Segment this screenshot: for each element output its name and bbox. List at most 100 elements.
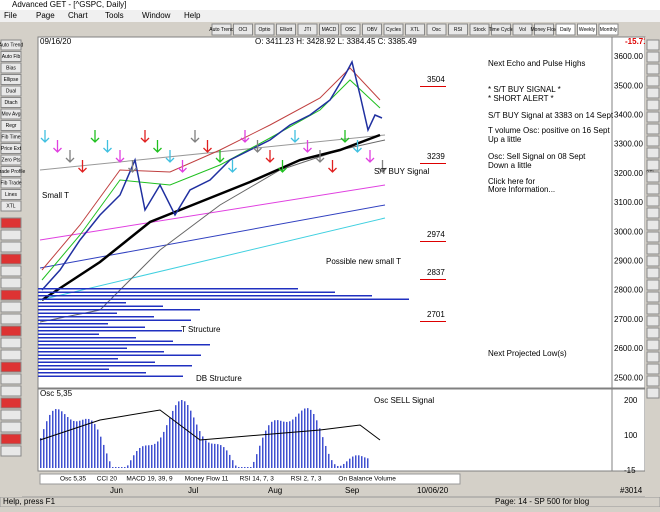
tool-button[interactable] xyxy=(0,108,22,120)
menu-item[interactable]: File xyxy=(4,11,17,20)
tab[interactable]: Osc 5,35 xyxy=(60,476,86,483)
toolbar-button[interactable] xyxy=(319,23,339,36)
tool-button[interactable] xyxy=(0,97,22,108)
tool-icon[interactable] xyxy=(646,75,660,87)
tab[interactable]: MACD 19, 39, 9 xyxy=(126,476,173,483)
tab[interactable]: RSI 14, 7, 3 xyxy=(240,476,275,483)
toolbar-label: Cycles xyxy=(386,27,402,33)
tool-icon[interactable] xyxy=(646,339,660,351)
tool-icon[interactable] xyxy=(0,217,22,229)
tool-icon[interactable] xyxy=(646,183,660,195)
tool-button[interactable] xyxy=(0,85,22,97)
toolbar-button[interactable] xyxy=(469,23,490,36)
tool-icon[interactable] xyxy=(646,375,660,387)
toolbar-button[interactable] xyxy=(254,23,275,36)
tool-icon[interactable] xyxy=(646,303,660,315)
tool-icon[interactable] xyxy=(646,39,660,51)
tool-icon[interactable] xyxy=(646,135,660,147)
toolbar-button[interactable] xyxy=(233,23,253,36)
tool-icon[interactable] xyxy=(646,63,660,75)
tab[interactable]: RSI 2, 7, 3 xyxy=(291,476,322,483)
tool-button[interactable] xyxy=(0,200,22,212)
toolbar-button[interactable] xyxy=(383,23,404,36)
menu-item[interactable]: Tools xyxy=(105,11,124,20)
tool-button[interactable] xyxy=(0,39,22,51)
tool-icon[interactable] xyxy=(0,229,22,241)
tool-icon[interactable] xyxy=(0,241,22,253)
tool-icon[interactable] xyxy=(646,243,660,255)
toolbar-button[interactable] xyxy=(577,23,597,36)
tool-icon[interactable] xyxy=(646,363,660,375)
tool-icon[interactable] xyxy=(0,409,22,421)
tool-icon[interactable] xyxy=(646,99,660,111)
tool-icon[interactable] xyxy=(646,351,660,363)
tool-button[interactable] xyxy=(0,154,22,166)
tool-icon[interactable] xyxy=(646,195,660,207)
toolbar-button[interactable] xyxy=(555,23,576,36)
tool-icon[interactable] xyxy=(0,313,22,325)
tool-button[interactable] xyxy=(0,74,22,85)
toolbar-button[interactable] xyxy=(512,23,533,36)
tool-icon[interactable] xyxy=(0,445,22,457)
tool-icon[interactable] xyxy=(646,51,660,63)
tool-icon[interactable] xyxy=(0,397,22,409)
tool-icon[interactable] xyxy=(0,253,22,265)
tool-icon[interactable] xyxy=(646,159,660,171)
tool-icon[interactable] xyxy=(646,207,660,219)
note[interactable]: Click here for xyxy=(488,177,535,186)
tool-button[interactable] xyxy=(0,189,22,200)
tab[interactable]: On Balance Volume xyxy=(338,476,396,483)
toolbar-button[interactable] xyxy=(534,23,554,36)
tab[interactable]: Money Flow 11 xyxy=(185,476,229,483)
tool-icon[interactable] xyxy=(646,171,660,183)
tool-icon[interactable] xyxy=(646,327,660,339)
tab[interactable]: CCI 20 xyxy=(97,476,118,483)
tool-button[interactable] xyxy=(0,62,22,74)
tool-icon[interactable] xyxy=(646,255,660,267)
toolbar-button[interactable] xyxy=(362,23,382,36)
tool-icon[interactable] xyxy=(646,267,660,279)
tool-icon[interactable] xyxy=(0,301,22,313)
toolbar-button[interactable] xyxy=(211,23,232,36)
toolbar-button[interactable] xyxy=(405,23,425,36)
tool-icon[interactable] xyxy=(0,277,22,289)
tool-button[interactable] xyxy=(0,120,22,131)
menu-item[interactable]: Page xyxy=(36,11,55,20)
toolbar-button[interactable] xyxy=(276,23,296,36)
menu-item[interactable]: Window xyxy=(142,11,171,20)
tool-icon[interactable] xyxy=(646,291,660,303)
tool-icon[interactable] xyxy=(0,385,22,397)
tool-icon[interactable] xyxy=(646,147,660,159)
tool-icon[interactable] xyxy=(646,87,660,99)
note[interactable]: More Information... xyxy=(488,185,555,194)
tool-button[interactable] xyxy=(0,177,22,189)
tool-icon[interactable] xyxy=(646,111,660,123)
tool-icon[interactable] xyxy=(646,123,660,135)
tool-icon[interactable] xyxy=(0,373,22,385)
tool-icon[interactable] xyxy=(0,361,22,373)
tool-icon[interactable] xyxy=(646,279,660,291)
toolbar-button[interactable] xyxy=(598,23,619,36)
toolbar-button[interactable] xyxy=(340,23,361,36)
toolbar-button[interactable] xyxy=(491,23,511,36)
toolbar-button[interactable] xyxy=(297,23,318,36)
tool-button[interactable] xyxy=(0,143,22,154)
tool-icon[interactable] xyxy=(0,421,22,433)
tool-button[interactable] xyxy=(0,131,22,143)
menu-item[interactable]: Chart xyxy=(68,11,88,20)
tool-button[interactable] xyxy=(0,166,22,177)
tool-icon[interactable] xyxy=(0,433,22,445)
tool-icon[interactable] xyxy=(646,387,660,399)
tool-icon[interactable] xyxy=(0,289,22,301)
tool-icon[interactable] xyxy=(646,219,660,231)
tool-icon[interactable] xyxy=(0,337,22,349)
tool-button[interactable] xyxy=(0,51,22,62)
toolbar-button[interactable] xyxy=(448,23,468,36)
tool-icon[interactable] xyxy=(646,231,660,243)
toolbar-button[interactable] xyxy=(426,23,447,36)
tool-icon[interactable] xyxy=(0,265,22,277)
menu-item[interactable]: Help xyxy=(184,11,201,20)
tool-icon[interactable] xyxy=(0,325,22,337)
tool-icon[interactable] xyxy=(0,349,22,361)
tool-icon[interactable] xyxy=(646,315,660,327)
